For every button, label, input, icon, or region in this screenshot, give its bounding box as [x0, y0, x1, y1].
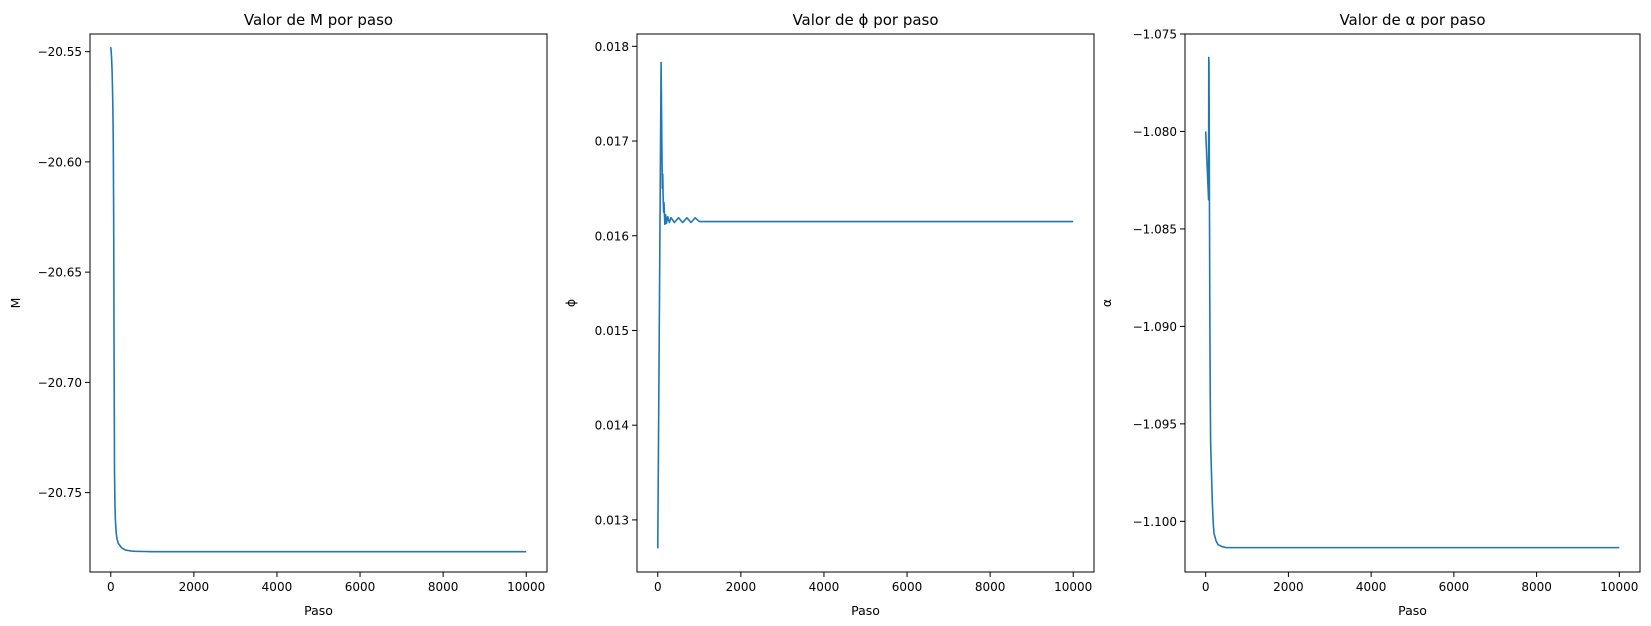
- chart-alpha-panel: Valor de α por paso Paso α 0 2000 4000 6000…: [1099, 11, 1641, 618]
- x-tick-label: 0: [1202, 580, 1210, 594]
- y-axis-label: M: [8, 298, 23, 309]
- y-tick-label: −1.095: [1133, 417, 1177, 431]
- x-tick-label: 10000: [1600, 580, 1638, 594]
- chart-title: Valor de α por paso: [1339, 11, 1485, 29]
- series-line: [656, 61, 1074, 549]
- y-axis-label: ϕ: [563, 299, 578, 307]
- y-tick-label: −20.65: [38, 266, 82, 280]
- x-tick-label: 10000: [507, 580, 545, 594]
- y-tick-label: −1.075: [1133, 28, 1177, 42]
- y-axis-label: α: [1099, 299, 1114, 307]
- x-tick-label: 6000: [345, 580, 376, 594]
- chart-title: Valor de M por paso: [244, 11, 393, 29]
- y-tick-label: −1.100: [1133, 515, 1177, 529]
- chart-m-panel: Valor de M por paso Paso M 0 2000 4000 6000…: [8, 11, 548, 618]
- x-tick-label: 4000: [809, 580, 840, 594]
- x-tick-label: 2000: [179, 580, 210, 594]
- y-tick-label: 0.013: [595, 513, 629, 527]
- chart-phi-panel: Valor de ϕ por paso Paso ϕ 0 2000 4000 6000…: [563, 11, 1095, 618]
- y-tick-label: 0.014: [595, 419, 629, 433]
- x-tick-label: 8000: [1521, 580, 1552, 594]
- y-tick-label: 0.017: [595, 135, 629, 149]
- y-tick-label: −20.75: [38, 486, 82, 500]
- x-axis-label: Paso: [851, 603, 880, 618]
- y-tick-label: −20.60: [38, 155, 82, 169]
- y-tick-label: 0.015: [595, 324, 629, 338]
- x-axis-label: Paso: [304, 603, 333, 618]
- series-line: [1204, 56, 1620, 549]
- x-tick-label: 8000: [975, 580, 1006, 594]
- y-tick-label: 0.016: [595, 229, 629, 243]
- x-tick-label: 2000: [1273, 580, 1304, 594]
- x-tick-label: 10000: [1054, 580, 1092, 594]
- x-tick-label: 6000: [892, 580, 923, 594]
- plot-frame: [1184, 33, 1641, 573]
- x-axis-label: Paso: [1398, 603, 1427, 618]
- y-tick-label: −20.70: [38, 376, 82, 390]
- x-tick-label: 0: [107, 580, 115, 594]
- y-tick-label: −1.080: [1133, 125, 1177, 139]
- x-tick-label: 6000: [1439, 580, 1470, 594]
- y-tick-label: 0.018: [595, 40, 629, 54]
- x-tick-label: 0: [654, 580, 662, 594]
- x-tick-label: 8000: [428, 580, 459, 594]
- y-tick-label: −1.090: [1133, 320, 1177, 334]
- y-tick-label: −1.085: [1133, 222, 1177, 236]
- chart-title: Valor de ϕ por paso: [792, 11, 938, 29]
- x-tick-label: 2000: [726, 580, 757, 594]
- plot-frame: [636, 33, 1095, 573]
- series-line: [109, 47, 527, 553]
- y-tick-label: −20.55: [38, 45, 82, 59]
- x-tick-label: 4000: [262, 580, 293, 594]
- plot-frame: [89, 33, 548, 573]
- x-tick-label: 4000: [1356, 580, 1387, 594]
